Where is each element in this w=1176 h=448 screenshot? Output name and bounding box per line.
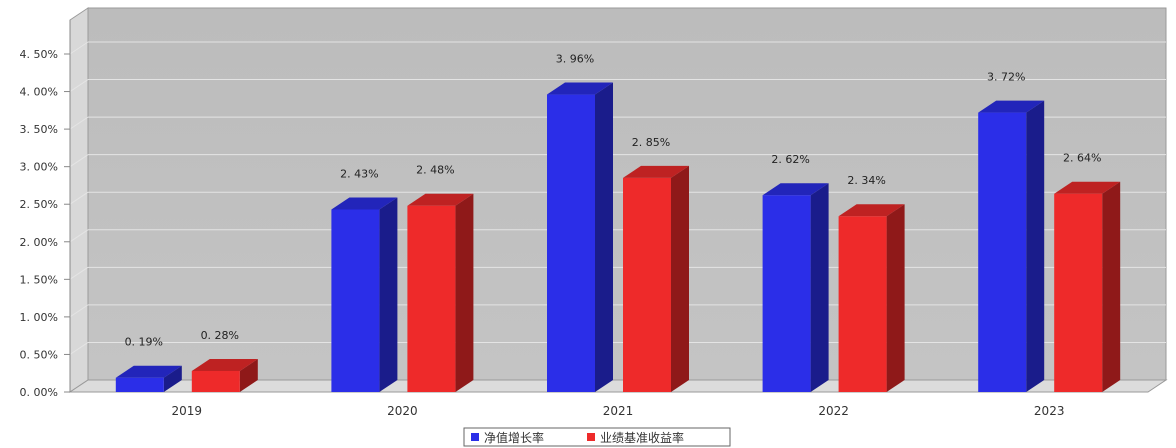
bar-2-2019 xyxy=(191,358,258,392)
bar-side xyxy=(239,358,258,392)
bar-top xyxy=(331,197,398,210)
y-tick-label: 2. 00% xyxy=(20,236,58,249)
bar-front xyxy=(547,94,595,392)
x-axis: 2019 2020 2021 2022 2023 xyxy=(172,404,1065,418)
data-label: 2. 34% xyxy=(847,174,885,187)
bar-front xyxy=(838,216,887,392)
data-label: 2. 48% xyxy=(416,164,454,177)
gridline-side xyxy=(69,191,89,205)
x-tick-label: 2020 xyxy=(387,404,418,418)
x-tick-label: 2023 xyxy=(1034,404,1065,418)
bar-top xyxy=(1054,181,1121,194)
legend-label-series-2: 业绩基准收益率 xyxy=(600,430,684,445)
bar-front xyxy=(191,370,240,392)
bar-side xyxy=(1026,100,1045,392)
bar-side xyxy=(163,365,182,392)
gridline-side xyxy=(69,304,89,318)
gridline-side xyxy=(69,266,89,280)
legend: 净值增长率 业绩基准收益率 xyxy=(463,427,731,447)
data-label: 3. 96% xyxy=(556,53,594,66)
y-tick-label: 4. 50% xyxy=(20,48,58,61)
x-tick-label: 2019 xyxy=(172,404,203,418)
data-label: 0. 28% xyxy=(201,329,239,342)
y-tick-label: 3. 50% xyxy=(20,123,58,136)
gridline-side xyxy=(69,154,89,168)
data-label: 2. 43% xyxy=(340,167,378,180)
bars: 0. 19% 0. 28% 2. 43% 2. 48% 3. 96% 2. 85% 2. 6… xyxy=(115,53,1121,392)
chart-left-wall xyxy=(69,7,89,393)
bar-front xyxy=(115,377,164,392)
gridline-side xyxy=(69,116,89,130)
x-tick-label: 2021 xyxy=(603,404,634,418)
bar-side xyxy=(810,183,829,392)
gridline-side xyxy=(69,229,89,243)
gridline-side xyxy=(69,41,89,55)
bar-front xyxy=(978,112,1027,392)
bar-side xyxy=(379,197,398,392)
bar-2-2021 xyxy=(623,165,689,392)
bar-front xyxy=(331,209,380,392)
bar-1-2019 xyxy=(115,365,182,392)
bar-front xyxy=(623,177,671,392)
legend-box xyxy=(463,427,731,447)
x-tick-label: 2022 xyxy=(818,404,849,418)
data-label: 0. 19% xyxy=(125,336,163,349)
bar-front xyxy=(1054,193,1103,392)
data-label: 2. 64% xyxy=(1063,152,1101,165)
bar-1-2022 xyxy=(762,183,829,392)
y-tick-label: 3. 00% xyxy=(20,161,58,174)
y-tick-label: 0. 50% xyxy=(20,348,58,361)
y-axis: 0. 00% 0. 50% 1. 00% 1. 50% 2. 00% 2. 50% 3. 0… xyxy=(20,20,71,399)
bar-top xyxy=(547,82,613,95)
bar-side xyxy=(886,204,905,392)
bar-top xyxy=(115,365,182,378)
bar-2-2022 xyxy=(838,204,905,392)
bar-side xyxy=(1102,181,1121,392)
bar-top xyxy=(762,183,829,196)
bar-side xyxy=(671,165,689,392)
bar-1-2023 xyxy=(978,100,1045,392)
bar-top xyxy=(623,165,689,178)
bar-2-2020 xyxy=(407,193,474,392)
legend-swatch-series-1 xyxy=(471,433,479,441)
data-label: 3. 72% xyxy=(987,71,1025,84)
data-label: 2. 85% xyxy=(632,136,670,149)
gridline-side xyxy=(69,79,89,92)
bar-front xyxy=(762,195,811,392)
bar-top xyxy=(407,193,474,206)
y-tick-label: 4. 00% xyxy=(20,86,58,99)
y-tick-label: 1. 50% xyxy=(20,273,58,286)
gridline-side xyxy=(69,342,89,355)
y-tick-label: 1. 00% xyxy=(20,311,58,324)
bar-side xyxy=(595,82,613,392)
bar-1-2021 xyxy=(547,82,613,392)
data-label: 2. 62% xyxy=(771,153,809,166)
y-tick-label: 2. 50% xyxy=(20,198,58,211)
bar-top xyxy=(978,100,1045,113)
legend-label-series-1: 净值增长率 xyxy=(484,430,544,445)
bar-top xyxy=(838,204,905,217)
legend-swatch-series-2 xyxy=(587,433,595,441)
bar-2-2023 xyxy=(1054,181,1121,392)
bar-top xyxy=(191,358,258,371)
bar-side xyxy=(455,193,474,392)
bar-1-2020 xyxy=(331,197,398,392)
bar-front xyxy=(407,205,456,392)
y-tick-label: 0. 00% xyxy=(20,386,58,399)
